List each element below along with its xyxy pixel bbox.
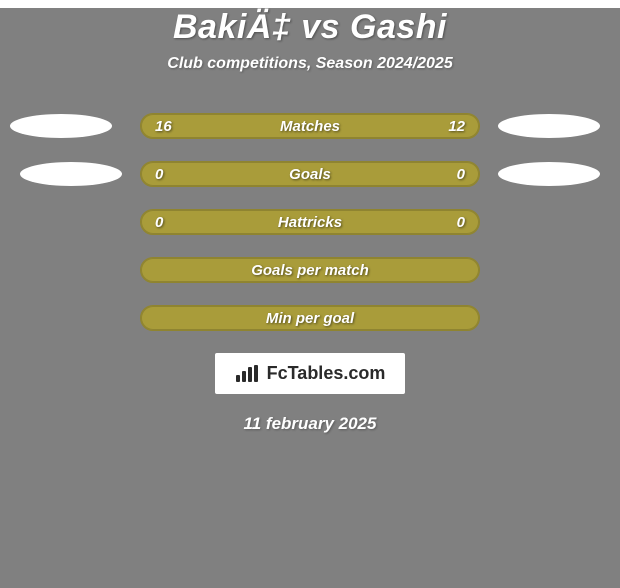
stat-right-value: 0 — [457, 166, 465, 183]
comparison-block: 16 Matches 12 0 Goals 0 0 Hattricks 0 — [0, 113, 620, 331]
branding-row: FcTables.com — [0, 353, 620, 394]
stat-row-goals-per-match: Goals per match — [0, 257, 620, 283]
stat-right-value: 12 — [448, 118, 465, 135]
stat-bar: 16 Matches 12 — [140, 113, 480, 139]
stat-bar: 0 Hattricks 0 — [140, 209, 480, 235]
player-right-ellipse-1 — [498, 114, 600, 138]
stat-bar: Min per goal — [140, 305, 480, 331]
stat-row-goals: 0 Goals 0 — [0, 161, 620, 187]
stat-row-matches: 16 Matches 12 — [0, 113, 620, 139]
stat-left-value: 0 — [155, 166, 163, 183]
player-left-ellipse-1 — [10, 114, 112, 138]
page-subtitle: Club competitions, Season 2024/2025 — [0, 55, 620, 73]
page-title: BakiÄ‡ vs Gashi — [0, 8, 620, 47]
stat-bar: 0 Goals 0 — [140, 161, 480, 187]
stat-label: Hattricks — [278, 214, 342, 231]
player-right-ellipse-2 — [498, 162, 600, 186]
stat-row-min-per-goal: Min per goal — [0, 305, 620, 331]
stat-left-value: 16 — [155, 118, 172, 135]
footer-date: 11 february 2025 — [0, 414, 620, 434]
bar-chart-icon — [235, 365, 259, 383]
stat-bar: Goals per match — [140, 257, 480, 283]
stat-label: Goals per match — [251, 262, 369, 279]
stat-right-value: 0 — [457, 214, 465, 231]
brand-link[interactable]: FcTables.com — [215, 353, 406, 394]
stat-label: Min per goal — [266, 310, 354, 327]
stat-left-value: 0 — [155, 214, 163, 231]
brand-text: FcTables.com — [267, 363, 386, 384]
page-root: BakiÄ‡ vs Gashi Club competitions, Seaso… — [0, 8, 620, 588]
stat-row-hattricks: 0 Hattricks 0 — [0, 209, 620, 235]
player-left-ellipse-2 — [20, 162, 122, 186]
stat-label: Goals — [289, 166, 331, 183]
stat-label: Matches — [280, 118, 340, 135]
